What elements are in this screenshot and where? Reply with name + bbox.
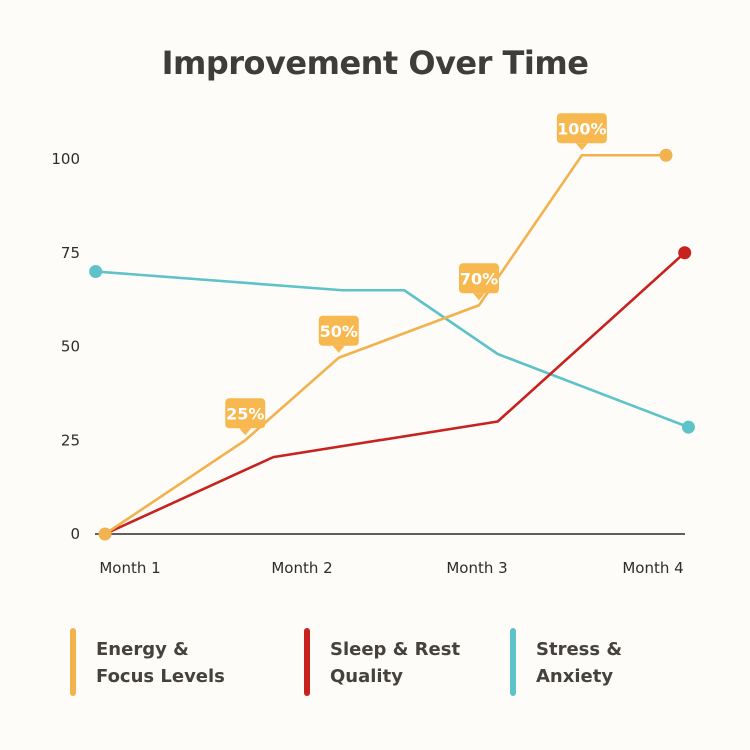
y-tick-label-0: 0 xyxy=(70,525,80,543)
series-start-marker-energy-and-focus-levels xyxy=(98,527,112,541)
y-tick-label-75: 75 xyxy=(61,244,80,262)
legend-label-stress: Stress & Anxiety xyxy=(536,636,686,690)
callout-box xyxy=(318,315,359,346)
y-tick-label-25: 25 xyxy=(61,431,80,449)
series-lines xyxy=(94,153,690,536)
series-end-marker-energy-and-focus-levels xyxy=(659,148,673,162)
series-line-energy-and-focus-levels xyxy=(103,153,668,536)
callout-box xyxy=(556,113,607,144)
legend-swatch-sleep xyxy=(304,628,310,696)
legend-label-stress-line1: Stress & xyxy=(536,639,623,660)
callout-label: 100% xyxy=(557,119,606,138)
callout-25-pct: 25% xyxy=(225,398,266,436)
x-tick-label-month-2: Month 2 xyxy=(271,559,332,577)
callout-label: 70% xyxy=(460,269,498,288)
callout-label: 25% xyxy=(226,404,264,423)
callout-box xyxy=(459,263,499,294)
x-tick-label-month-1: Month 1 xyxy=(99,559,160,577)
callout-label: 50% xyxy=(320,322,358,341)
series-markers xyxy=(89,148,695,541)
legend-label-energy-line2: Focus Levels xyxy=(96,666,225,687)
chart-title: Improvement Over Time xyxy=(161,44,589,82)
callout-pointer xyxy=(332,345,345,353)
callout-pointer xyxy=(473,293,485,301)
series-line-stress-and-anxiety xyxy=(94,270,690,429)
legend-label-sleep-line2: Quality xyxy=(330,666,403,687)
legend-label-sleep-line1: Sleep & Rest xyxy=(330,639,461,660)
series-end-marker-stress-and-anxiety xyxy=(681,420,695,434)
legend-label-energy: Energy & Focus Levels xyxy=(96,636,246,690)
legend-label-stress-line2: Anxiety xyxy=(536,666,614,687)
series-line-sleep-and-rest-quality xyxy=(103,251,687,536)
x-axis-ticks: Month 1 Month 2 Month 3 Month 4 xyxy=(99,559,683,577)
y-tick-label-100: 100 xyxy=(51,150,80,168)
callout-pointer xyxy=(239,428,252,436)
callout-box xyxy=(225,398,266,429)
callout-pointer xyxy=(575,143,588,151)
y-tick-label-50: 50 xyxy=(61,338,80,356)
legend-label-energy-line1: Energy & xyxy=(96,639,189,660)
callout-100-pct: 100% xyxy=(556,113,607,151)
legend-label-sleep: Sleep & Rest Quality xyxy=(330,636,480,690)
x-tick-label-month-4: Month 4 xyxy=(622,559,683,577)
callout-50-pct: 50% xyxy=(318,315,359,353)
data-callouts: 25% 50% 70% 100% xyxy=(225,113,607,436)
series-start-marker-stress-and-anxiety xyxy=(89,265,103,278)
y-axis-ticks: 0 25 50 75 100 xyxy=(51,150,80,543)
x-tick-label-month-3: Month 3 xyxy=(446,559,507,577)
legend-swatch-stress xyxy=(510,628,516,696)
callout-70-pct: 70% xyxy=(459,263,499,301)
legend-swatch-energy xyxy=(70,628,76,696)
series-end-marker-sleep-and-rest-quality xyxy=(678,246,692,260)
